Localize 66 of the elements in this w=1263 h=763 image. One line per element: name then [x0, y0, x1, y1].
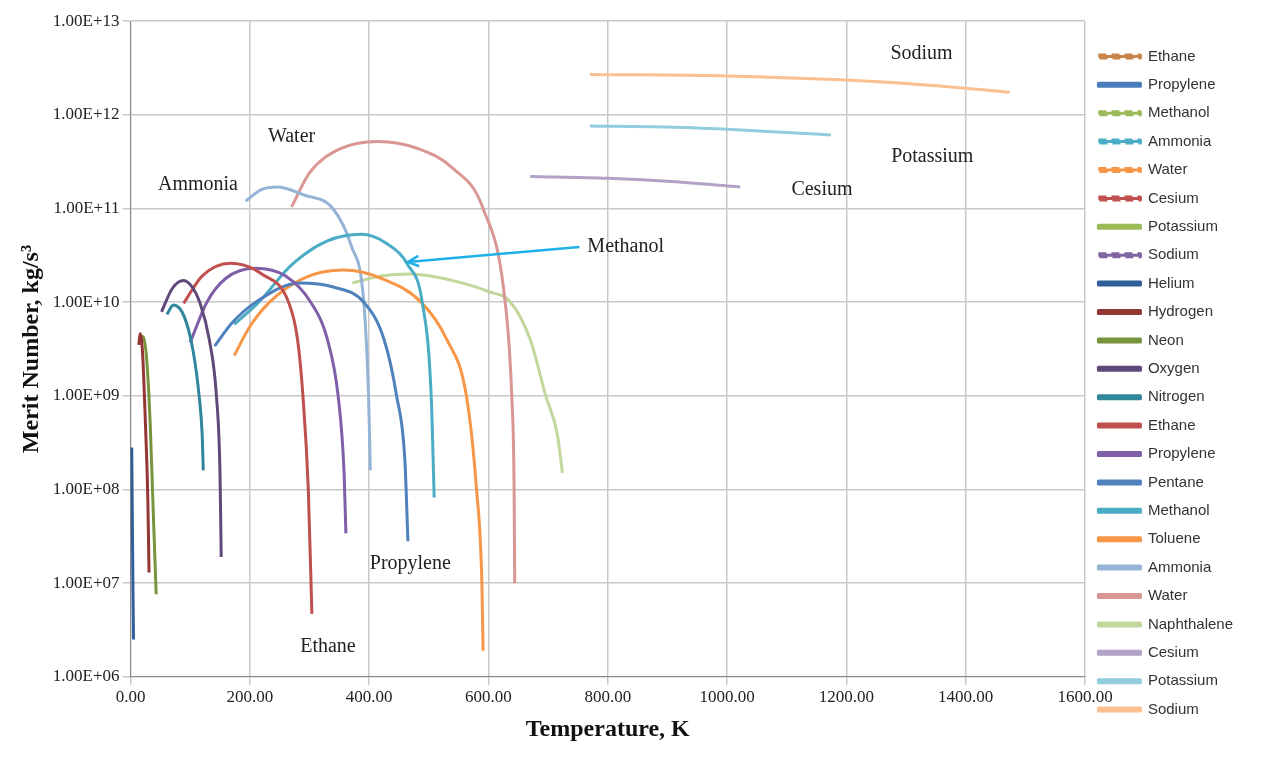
line-series [165, 303, 205, 472]
x-tick-label: 1400.00 [938, 687, 994, 707]
y-tick-label: 1.00E+08 [52, 478, 120, 498]
y-tick-label: 1.00E+07 [52, 572, 121, 592]
y-tick-label: 1.00E+11 [53, 197, 120, 217]
y-tick-label: 1.00E+13 [52, 10, 120, 30]
legend-label: Oxygen [1147, 358, 1200, 376]
legend-label: Methanol [1147, 500, 1210, 518]
legend-label: Potassium [1147, 216, 1218, 234]
legend-label: Sodium [1147, 245, 1199, 263]
legend-label: Sodium [1147, 699, 1199, 717]
legend-label: Toluene [1147, 529, 1201, 547]
x-tick-label: 800.00 [584, 687, 632, 707]
annotation: Ethane [300, 633, 356, 656]
legend-label: Helium [1147, 273, 1195, 291]
y-tick-label: 1.00E+10 [52, 291, 120, 311]
line-series [244, 185, 372, 472]
legend-label: Propylene [1147, 444, 1216, 462]
x-tick-label: 1600.00 [1057, 687, 1113, 707]
annotation: Sodium [890, 40, 954, 63]
line-series [188, 266, 348, 535]
line-series [588, 124, 833, 137]
line-series [588, 72, 1012, 94]
line-series [232, 268, 485, 653]
line-series [232, 232, 436, 500]
line-series [130, 446, 136, 642]
x-tick-label: 1200.00 [818, 687, 875, 707]
legend-label: Ethane [1147, 415, 1196, 433]
line-series [213, 281, 410, 543]
annotation: Propylene [369, 551, 451, 575]
legend-label: Methanol [1147, 103, 1210, 121]
annotation: Methanol [587, 234, 665, 257]
x-tick-label: 1000.00 [699, 687, 755, 707]
legend-label: Cesium [1147, 188, 1199, 206]
line-series [528, 174, 742, 189]
line-series [139, 335, 158, 596]
line-series [182, 261, 314, 616]
legend-label: Ammonia [1147, 557, 1212, 575]
annotation: Ammonia [157, 171, 239, 194]
x-tick-label: 400.00 [345, 687, 393, 707]
legend-label: Propylene [1147, 74, 1216, 92]
y-tick-label: 1.00E+06 [52, 666, 120, 686]
line-series [350, 272, 564, 475]
legend-label: Pentane [1147, 472, 1204, 490]
legend-label: Hydrogen [1147, 302, 1213, 320]
legend-label: Water [1147, 160, 1188, 178]
annotation: Cesium [791, 176, 853, 199]
x-axis-title: Temperature, K [525, 714, 691, 741]
legend-label: Naphthalene [1147, 614, 1234, 632]
x-tick-label: 200.00 [226, 687, 274, 707]
legend-label: Cesium [1147, 642, 1199, 660]
legend-label: Water [1147, 586, 1188, 604]
line-series [160, 279, 223, 559]
line-series [137, 332, 151, 574]
y-tick-label: 1.00E+12 [52, 104, 120, 124]
x-tick-label: 0.00 [115, 687, 146, 707]
legend-label: Ethane [1147, 46, 1196, 64]
x-tick-label: 600.00 [465, 687, 512, 707]
annotation: Water [267, 123, 316, 146]
y-axis-title: Merit Number, kg/s³ [16, 244, 43, 454]
legend-label: Nitrogen [1147, 387, 1205, 405]
y-tick-label: 1.00E+09 [52, 385, 120, 405]
legend-label: Neon [1147, 330, 1184, 348]
legend-label: Ammonia [1147, 131, 1212, 149]
annotation: Potassium [891, 143, 974, 166]
legend-label: Potassium [1147, 671, 1218, 689]
